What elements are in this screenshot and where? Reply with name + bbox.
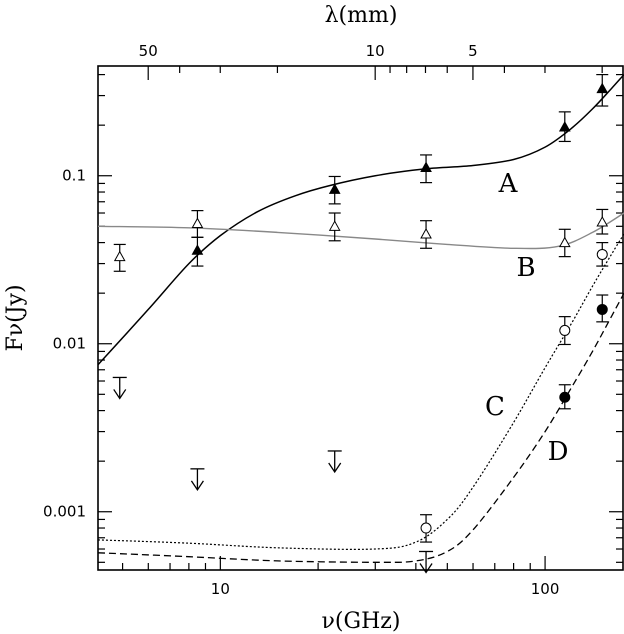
data-point-b: [113, 250, 126, 262]
y-axis-title: Fν(Jy): [3, 284, 28, 351]
model-curve-a: [98, 74, 624, 366]
data-point-b: [596, 216, 609, 227]
y-tick-label: 0.1: [62, 167, 86, 185]
data-point-d: [559, 391, 571, 403]
upper-limit-arrowhead: [113, 389, 127, 400]
data-point-a: [596, 82, 609, 94]
model-curve-b: [98, 212, 624, 250]
data-point-a: [328, 183, 341, 194]
data-point-c: [559, 324, 571, 336]
top-tick-label: 50: [139, 42, 158, 60]
data-point-d: [596, 303, 608, 315]
model-curve-d: [98, 292, 624, 563]
data-point-b: [420, 227, 432, 239]
series-label-d: D: [548, 437, 569, 467]
data-point-a: [420, 161, 432, 172]
upper-limit-arrowhead: [328, 462, 342, 474]
upper-limit-arrowhead: [190, 480, 204, 492]
data-point-c: [420, 522, 432, 534]
model-curve-c: [98, 233, 624, 550]
top-tick-label: 5: [468, 42, 478, 60]
series-label-b: B: [516, 253, 535, 283]
top-axis-title: λ(mm): [325, 3, 398, 28]
x-tick-label: 100: [531, 580, 560, 598]
data-point-c: [596, 248, 608, 260]
y-tick-label: 0.01: [53, 335, 86, 353]
y-tick-label: 0.001: [43, 503, 86, 521]
series-label-a: A: [498, 169, 519, 199]
data-point-b: [558, 236, 571, 248]
plot-frame: [97, 65, 624, 571]
data-point-b: [191, 217, 204, 228]
data-point-a: [191, 244, 204, 255]
data-point-a: [558, 120, 571, 132]
top-tick-label: 10: [366, 42, 385, 60]
data-point-b: [328, 220, 341, 231]
x-tick-label: 10: [211, 580, 230, 598]
upper-limit-arrowhead: [419, 563, 433, 574]
x-axis-title: ν(GHz): [322, 609, 401, 634]
series-label-c: C: [485, 392, 505, 422]
